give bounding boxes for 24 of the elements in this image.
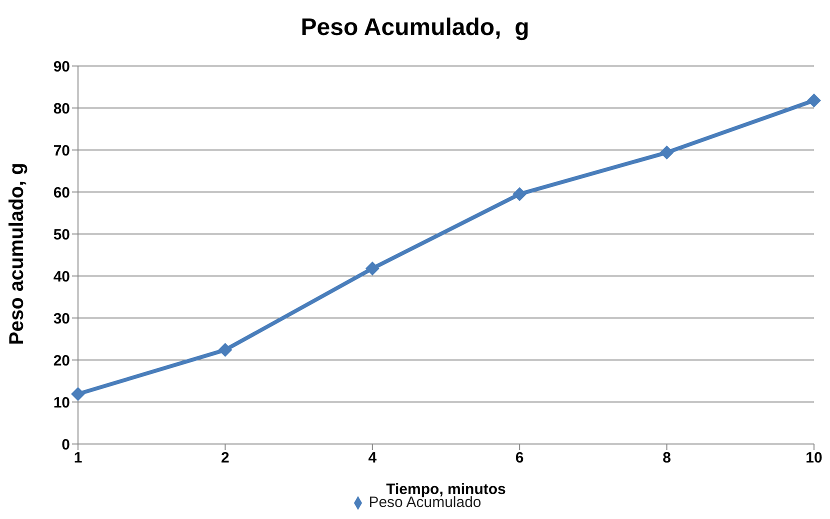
y-tick-label: 0 (62, 436, 70, 454)
x-tick-label: 10 (806, 450, 822, 467)
y-tick-label: 80 (53, 100, 70, 118)
x-tick-label: 4 (368, 450, 378, 467)
x-tick-label: 2 (221, 450, 230, 467)
y-tick-label: 50 (53, 226, 70, 244)
chart-title: Peso Acumulado, g (300, 13, 530, 43)
point (807, 93, 821, 108)
y-tick-label: 70 (53, 142, 70, 160)
y-tick-label: 20 (53, 352, 70, 370)
x-tick-label: 6 (515, 450, 524, 467)
point (660, 146, 674, 160)
y-tick-label: 90 (53, 58, 70, 76)
y-axis-title: Peso acumulado, g (6, 162, 28, 345)
y-tick-label: 10 (53, 394, 70, 412)
y-tick-label: 60 (53, 184, 70, 202)
x-tick-label: 8 (662, 450, 671, 467)
point (71, 387, 85, 402)
point (512, 187, 527, 202)
y-tick-label: 30 (53, 310, 70, 328)
point (365, 261, 380, 276)
x-tick-label: 1 (74, 450, 82, 467)
y-tick-label: 40 (53, 268, 70, 286)
point (218, 342, 232, 357)
